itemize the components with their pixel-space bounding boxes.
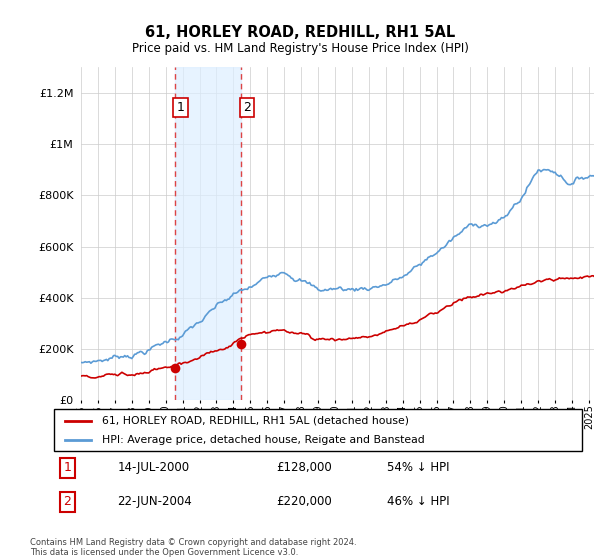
- Text: 1: 1: [176, 101, 184, 114]
- Text: 2: 2: [243, 101, 251, 114]
- Text: Price paid vs. HM Land Registry's House Price Index (HPI): Price paid vs. HM Land Registry's House …: [131, 42, 469, 55]
- Text: Contains HM Land Registry data © Crown copyright and database right 2024.
This d: Contains HM Land Registry data © Crown c…: [30, 538, 356, 557]
- Bar: [175, 67, 241, 400]
- Text: HPI: Average price, detached house, Reigate and Banstead: HPI: Average price, detached house, Reig…: [101, 435, 424, 445]
- Text: 46% ↓ HPI: 46% ↓ HPI: [386, 496, 449, 508]
- Text: 61, HORLEY ROAD, REDHILL, RH1 5AL: 61, HORLEY ROAD, REDHILL, RH1 5AL: [145, 25, 455, 40]
- Text: £220,000: £220,000: [276, 496, 332, 508]
- Text: 54% ↓ HPI: 54% ↓ HPI: [386, 461, 449, 474]
- FancyBboxPatch shape: [54, 409, 582, 451]
- Text: 1: 1: [63, 461, 71, 474]
- Text: 2: 2: [63, 496, 71, 508]
- Text: £128,000: £128,000: [276, 461, 332, 474]
- Text: 22-JUN-2004: 22-JUN-2004: [118, 496, 192, 508]
- Text: 61, HORLEY ROAD, REDHILL, RH1 5AL (detached house): 61, HORLEY ROAD, REDHILL, RH1 5AL (detac…: [101, 416, 409, 426]
- Text: 14-JUL-2000: 14-JUL-2000: [118, 461, 190, 474]
